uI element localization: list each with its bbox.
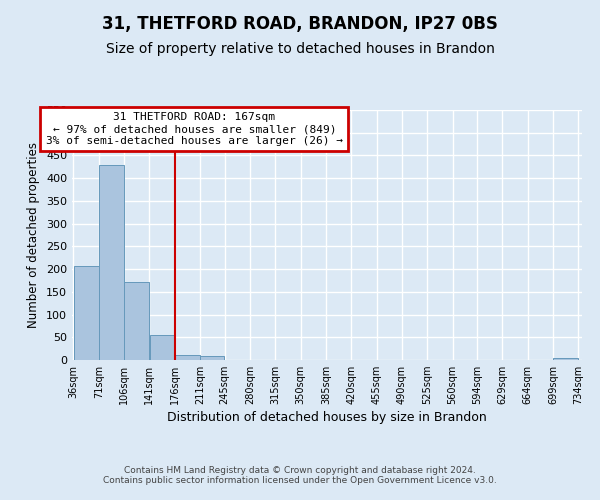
Y-axis label: Number of detached properties: Number of detached properties bbox=[28, 142, 40, 328]
X-axis label: Distribution of detached houses by size in Brandon: Distribution of detached houses by size … bbox=[167, 412, 487, 424]
Text: Contains HM Land Registry data © Crown copyright and database right 2024.
Contai: Contains HM Land Registry data © Crown c… bbox=[103, 466, 497, 485]
Bar bbox=[200, 356, 224, 360]
Bar bbox=[99, 164, 124, 360]
Bar bbox=[553, 358, 578, 360]
Text: 31, THETFORD ROAD, BRANDON, IP27 0BS: 31, THETFORD ROAD, BRANDON, IP27 0BS bbox=[102, 15, 498, 33]
Text: 31 THETFORD ROAD: 167sqm
← 97% of detached houses are smaller (849)
3% of semi-d: 31 THETFORD ROAD: 167sqm ← 97% of detach… bbox=[46, 112, 343, 146]
Bar bbox=[149, 336, 175, 360]
Text: Size of property relative to detached houses in Brandon: Size of property relative to detached ho… bbox=[106, 42, 494, 56]
Bar bbox=[74, 266, 98, 360]
Bar bbox=[175, 354, 200, 360]
Bar bbox=[124, 282, 149, 360]
